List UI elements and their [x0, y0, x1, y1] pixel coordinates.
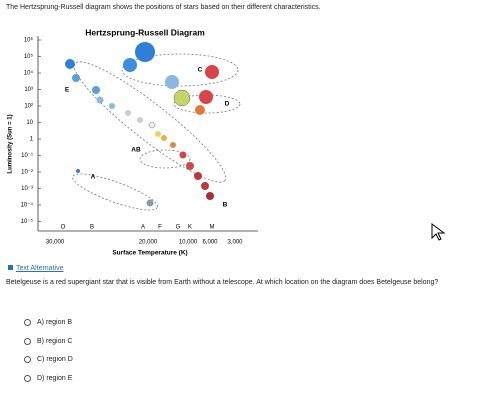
region-outlines [72, 53, 241, 211]
y-tick-label: 10³ [24, 87, 33, 93]
radio-button[interactable] [24, 356, 31, 363]
option[interactable]: D) region E [24, 374, 73, 382]
y-tick-label: 10⁻³ [21, 186, 33, 192]
y-axis-label: Luminosity (Sun = 1) [8, 114, 14, 173]
y-tick-label: 10⁵ [24, 53, 34, 60]
y-tick-label: 10⁻⁴ [21, 202, 34, 209]
spectral-class: B [90, 225, 94, 231]
x-tick-label: 30,000 [46, 240, 65, 246]
radio-button[interactable] [24, 374, 31, 382]
spectral-class: K [188, 225, 192, 231]
y-tick-label: 10⁻⁵ [21, 218, 34, 225]
text-alternative-link[interactable]: Text Alternative [8, 265, 63, 272]
x-tick-label: 6,000 [202, 240, 218, 246]
option-label[interactable]: A) region B [37, 319, 73, 326]
x-axis-label: Surface Temperature (K) [112, 250, 187, 257]
radio-button[interactable] [24, 319, 31, 326]
spectral-class: M [210, 225, 215, 231]
spectral-class: A [141, 225, 145, 231]
question: Betelgeuse is a red supergiant star that… [6, 279, 439, 286]
option[interactable]: B) region C [24, 337, 73, 345]
spectral-class: G [176, 225, 181, 231]
region-label: E [65, 87, 70, 94]
y-tick-label: 10⁻¹ [21, 153, 33, 159]
y-tick-label: 10² [24, 104, 33, 110]
region-label: B [223, 202, 228, 209]
hr-diagram: Hertzsprung-Russell Diagram Luminosity (… [8, 27, 258, 257]
region-label: A [91, 174, 96, 181]
region-label: C [198, 67, 203, 74]
y-tick-label: 10⁴ [24, 70, 34, 77]
y-tick-label: 10⁻² [21, 170, 33, 176]
spectral-class: O [61, 225, 66, 231]
y-tick-label: 10 [26, 120, 33, 126]
option-label[interactable]: C) region D [37, 356, 73, 363]
prompt: The Hertzsprung-Russell diagram shows th… [6, 4, 321, 11]
spectral-class: F [158, 225, 162, 231]
y-tick-label: 10⁶ [24, 37, 34, 44]
link-text[interactable]: Text Alternative [16, 265, 64, 272]
x-tick-label: 20,000 [139, 240, 158, 246]
stars [65, 42, 219, 207]
option[interactable]: C) region D [24, 356, 73, 363]
x-tick-label: 3,000 [227, 240, 243, 246]
region-label: D [225, 101, 230, 108]
option-label[interactable]: B) region C [37, 337, 73, 345]
radio-button[interactable] [24, 337, 31, 345]
option[interactable]: A) region B [24, 319, 72, 326]
option-label[interactable]: D) region E [37, 374, 73, 382]
cursor [431, 223, 446, 241]
region-label: AB [131, 147, 141, 154]
y-tick-label: 1 [30, 137, 34, 143]
diagram-title: Hertzsprung-Russell Diagram [85, 27, 205, 37]
x-tick-label: 10,000 [179, 240, 198, 246]
